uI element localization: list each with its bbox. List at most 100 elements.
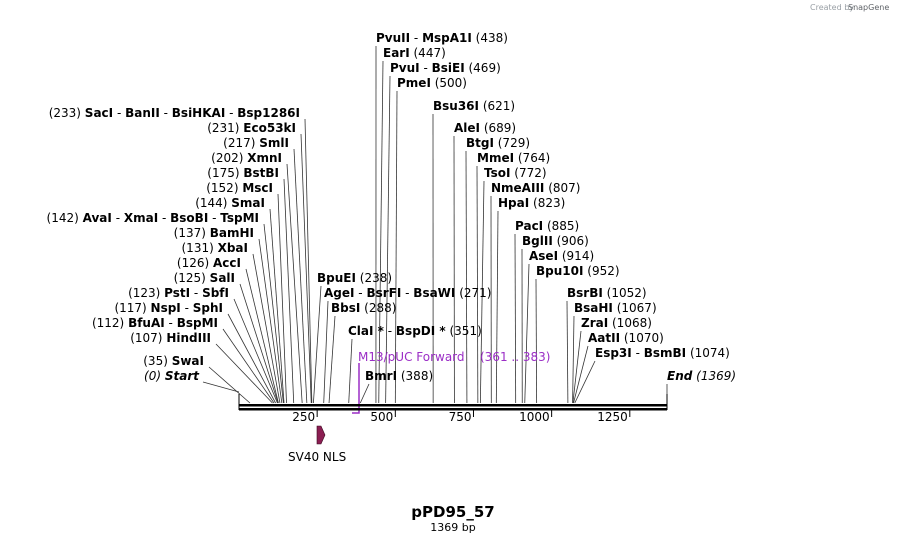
site-xbai[interactable]: (131) XbaI — [182, 241, 249, 255]
site-position: (1067) — [613, 301, 657, 315]
site-mmei[interactable]: MmeI (764) — [477, 151, 550, 165]
site-label-psti[interactable]: (123) PstI - SbfI — [128, 286, 229, 300]
site-label-paci[interactable]: PacI (885) — [515, 219, 579, 233]
site-label-mmei[interactable]: MmeI (764) — [477, 151, 550, 165]
site-position: (233) — [49, 106, 85, 120]
site-label-msci[interactable]: (152) MscI — [206, 181, 273, 195]
sv40-nls-feature-arrow[interactable] — [316, 425, 326, 445]
site-bglii[interactable]: BglII (906) — [522, 234, 589, 248]
site-start[interactable]: (0) Start — [144, 369, 200, 383]
site-bmri[interactable]: BmrI (388) — [365, 369, 433, 383]
site-pmei[interactable]: PmeI (500) — [397, 76, 467, 90]
primer-label[interactable]: M13/pUC Forward — [358, 350, 465, 364]
site-xmni[interactable]: (202) XmnI — [211, 151, 282, 165]
site-hpai[interactable]: HpaI (823) — [498, 196, 565, 210]
site-label-bsahi[interactable]: BsaHI (1067) — [574, 301, 657, 315]
site-label-smai[interactable]: (144) SmaI — [195, 196, 265, 210]
site-swai[interactable]: (35) SwaI — [143, 354, 204, 368]
feature-label[interactable]: SV40 NLS — [288, 450, 346, 464]
site-clai[interactable]: ClaI * - BspDI * (351) — [348, 324, 482, 338]
site-label-bsrbi[interactable]: BsrBI (1052) — [567, 286, 647, 300]
site-label-pmei[interactable]: PmeI (500) — [397, 76, 467, 90]
site-eco53ki[interactable]: (231) Eco53kI — [207, 121, 296, 135]
site-label-bmri[interactable]: BmrI (388) — [365, 369, 433, 383]
site-tsoi[interactable]: TsoI (772) — [484, 166, 547, 180]
site-label-esp3i[interactable]: Esp3I - BsmBI (1074) — [595, 346, 730, 360]
site-zrai[interactable]: ZraI (1068) — [581, 316, 652, 330]
site-asei[interactable]: AseI (914) — [529, 249, 594, 263]
snapgene-logo-text: SnapGene — [848, 3, 889, 12]
site-label-xmni[interactable]: (202) XmnI — [211, 151, 282, 165]
site-bstbi[interactable]: (175) BstBI — [207, 166, 279, 180]
site-label-hpai[interactable]: HpaI (823) — [498, 196, 565, 210]
site-alei[interactable]: AleI (689) — [454, 121, 516, 135]
site-avai[interactable]: (142) AvaI - XmaI - BsoBI - TspMI — [47, 211, 259, 225]
site-label-saci[interactable]: (233) SacI - BanII - BsiHKAI - Bsp1286I — [49, 106, 300, 120]
site-saci[interactable]: (233) SacI - BanII - BsiHKAI - Bsp1286I — [49, 106, 300, 120]
site-label-alei[interactable]: AleI (689) — [454, 121, 516, 135]
site-label-acci[interactable]: (126) AccI — [177, 256, 241, 270]
site-label-pvuii[interactable]: PvuII - MspA1I (438) — [376, 31, 508, 45]
site-nmeaiii[interactable]: NmeAIII (807) — [491, 181, 580, 195]
site-label-start[interactable]: (0) Start — [144, 369, 200, 383]
site-bsahi[interactable]: BsaHI (1067) — [574, 301, 657, 315]
site-bsrbi[interactable]: BsrBI (1052) — [567, 286, 647, 300]
site-label-zrai[interactable]: ZraI (1068) — [581, 316, 652, 330]
site-position: (764) — [514, 151, 550, 165]
primer-arrow[interactable] — [352, 363, 360, 414]
site-bfuai[interactable]: (112) BfuAI - BspMI — [92, 316, 218, 330]
plasmid-name: pPD95_57 — [411, 503, 494, 521]
site-pvui[interactable]: PvuI - BsiEI (469) — [390, 61, 501, 75]
site-acci[interactable]: (126) AccI — [177, 256, 241, 270]
site-eari[interactable]: EarI (447) — [383, 46, 446, 60]
site-pvuii[interactable]: PvuII - MspA1I (438) — [376, 31, 508, 45]
site-label-nspi[interactable]: (117) NspI - SphI — [114, 301, 223, 315]
site-label-swai[interactable]: (35) SwaI — [143, 354, 204, 368]
site-label-bamhi[interactable]: (137) BamHI — [174, 226, 254, 240]
primer-annotation[interactable]: M13/pUC Forward (361 .. 383) — [352, 350, 550, 414]
site-smli[interactable]: (217) SmlI — [223, 136, 289, 150]
site-label-tsoi[interactable]: TsoI (772) — [484, 166, 547, 180]
site-label-end[interactable]: End (1369) — [667, 369, 736, 383]
site-label-hindiii[interactable]: (107) HindIII — [130, 331, 211, 345]
site-label-bfuai[interactable]: (112) BfuAI - BspMI — [92, 316, 218, 330]
site-label-nmeaiii[interactable]: NmeAIII (807) — [491, 181, 580, 195]
site-aatii[interactable]: AatII (1070) — [588, 331, 664, 345]
site-msci[interactable]: (152) MscI — [206, 181, 273, 195]
site-label-avai[interactable]: (142) AvaI - XmaI - BsoBI - TspMI — [47, 211, 259, 225]
site-label-bpu10i[interactable]: Bpu10I (952) — [536, 264, 620, 278]
site-btgi[interactable]: BtgI (729) — [466, 136, 530, 150]
site-nspi[interactable]: (117) NspI - SphI — [114, 301, 223, 315]
site-bamhi[interactable]: (137) BamHI — [174, 226, 254, 240]
site-label-bglii[interactable]: BglII (906) — [522, 234, 589, 248]
site-label-btgi[interactable]: BtgI (729) — [466, 136, 530, 150]
site-bpu10i[interactable]: Bpu10I (952) — [536, 264, 620, 278]
site-label-sali[interactable]: (125) SalI — [174, 271, 235, 285]
site-hindiii[interactable]: (107) HindIII — [130, 331, 211, 345]
site-position: (469) — [465, 61, 501, 75]
site-sali[interactable]: (125) SalI — [174, 271, 235, 285]
site-label-clai[interactable]: ClaI * - BspDI * (351) — [348, 324, 482, 338]
site-label-bpuei[interactable]: BpuEI (238) — [317, 271, 392, 285]
site-smai[interactable]: (144) SmaI — [195, 196, 265, 210]
site-label-bsu36i[interactable]: Bsu36I (621) — [433, 99, 515, 113]
site-bsu36i[interactable]: Bsu36I (621) — [433, 99, 515, 113]
site-paci[interactable]: PacI (885) — [515, 219, 579, 233]
site-label-asei[interactable]: AseI (914) — [529, 249, 594, 263]
site-end[interactable]: End (1369) — [667, 369, 736, 383]
site-bbsi[interactable]: BbsI (288) — [331, 301, 396, 315]
site-label-eari[interactable]: EarI (447) — [383, 46, 446, 60]
site-esp3i[interactable]: Esp3I - BsmBI (1074) — [595, 346, 730, 360]
enzyme-name: BglII — [522, 234, 553, 248]
site-psti[interactable]: (123) PstI - SbfI — [128, 286, 229, 300]
site-label-xbai[interactable]: (131) XbaI — [182, 241, 249, 255]
site-label-eco53ki[interactable]: (231) Eco53kI — [207, 121, 296, 135]
site-label-bstbi[interactable]: (175) BstBI — [207, 166, 279, 180]
site-agei[interactable]: AgeI - BsrFI - BsaWI (271) — [324, 286, 491, 300]
site-label-aatii[interactable]: AatII (1070) — [588, 331, 664, 345]
site-label-pvui[interactable]: PvuI - BsiEI (469) — [390, 61, 501, 75]
site-bpuei[interactable]: BpuEI (238) — [317, 271, 392, 285]
site-label-bbsi[interactable]: BbsI (288) — [331, 301, 396, 315]
site-label-smli[interactable]: (217) SmlI — [223, 136, 289, 150]
site-label-agei[interactable]: AgeI - BsrFI - BsaWI (271) — [324, 286, 491, 300]
